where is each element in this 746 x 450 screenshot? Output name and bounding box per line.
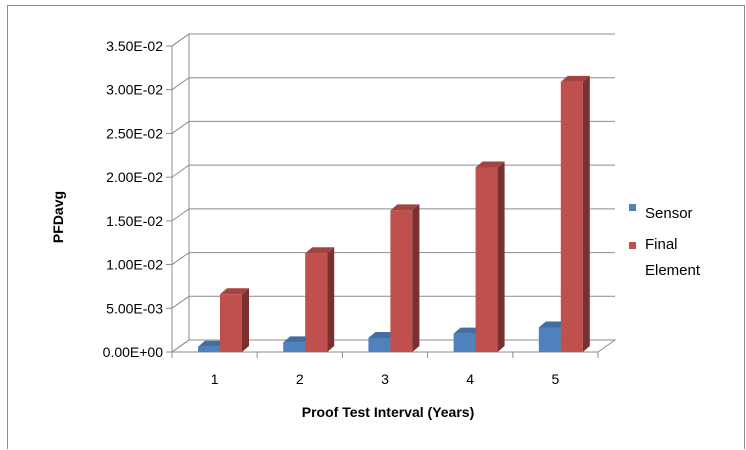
gridline	[171, 295, 615, 309]
x-tick-labels: 1 2 3 4 5	[171, 352, 599, 387]
bar-top	[220, 288, 249, 295]
bar-front	[453, 333, 476, 352]
bar-side	[497, 161, 505, 352]
x-tick-label: 5	[552, 371, 560, 387]
y-tick-label: 3.50E-02	[106, 38, 163, 54]
x-axis-title: Proof Test Interval (Years)	[302, 404, 474, 420]
bar-front	[390, 210, 413, 352]
bar-front	[538, 327, 561, 352]
gridline	[171, 208, 615, 222]
bar-top	[453, 327, 483, 334]
bar-final-element-2	[305, 247, 335, 352]
y-tick-label: 1.50E-02	[106, 213, 163, 229]
bar-top	[538, 321, 568, 328]
bar-final-element-4	[475, 161, 505, 352]
gridline	[171, 33, 615, 47]
legend-label-element: Element	[645, 262, 701, 279]
bar-top	[475, 161, 505, 168]
gridline	[171, 252, 615, 265]
y-tick-labels: 0.00E+00 5.00E-03 1.00E-02 1.50E-02 2.00E-02…	[103, 38, 172, 360]
x-tick-label: 2	[296, 371, 304, 387]
gridlines	[171, 33, 615, 309]
bar-side	[582, 75, 590, 353]
y-tick-label: 2.00E-02	[106, 169, 163, 185]
bar-final-element-3	[390, 204, 420, 352]
bar-top	[368, 332, 398, 339]
bar-front	[475, 167, 498, 352]
x-tick-label: 3	[381, 371, 389, 387]
y-tick-label: 2.50E-02	[106, 125, 163, 141]
y-axis-title: PFDavg	[50, 191, 66, 243]
bar-top	[283, 336, 313, 343]
x-tick-label: 4	[466, 371, 474, 387]
bar-front	[198, 346, 220, 352]
y-tick-label: 1.00E-02	[106, 257, 163, 273]
bar-top	[198, 340, 227, 347]
legend-swatch-sensor	[629, 204, 636, 211]
bar-front	[283, 342, 306, 352]
gridline	[171, 120, 615, 134]
bar-top	[305, 247, 335, 254]
chart-frame	[7, 5, 745, 449]
bar-side	[412, 204, 420, 352]
bar-front	[220, 294, 242, 352]
bars	[198, 75, 590, 353]
legend-swatch-final-element	[629, 242, 636, 249]
y-tick-label: 0.00E+00	[103, 344, 164, 360]
legend: Sensor Final Element	[629, 204, 701, 279]
bar-front	[560, 81, 583, 353]
legend-label-final: Final	[645, 236, 678, 253]
bar-side	[242, 288, 249, 352]
gridline	[171, 164, 615, 178]
bar-top	[390, 204, 420, 211]
bar-front	[305, 253, 328, 352]
bar-top	[560, 75, 590, 82]
y-tick-label: 5.00E-03	[106, 300, 163, 316]
side-wall	[171, 33, 190, 353]
bar-final-element-1	[220, 288, 249, 352]
bar-front	[368, 338, 391, 352]
x-tick-label: 1	[211, 371, 219, 387]
bar-final-element-5	[560, 75, 590, 353]
gridline	[171, 77, 615, 91]
y-tick-label: 3.00E-02	[106, 82, 163, 98]
bar-side	[327, 247, 335, 352]
legend-label-sensor: Sensor	[645, 205, 693, 222]
